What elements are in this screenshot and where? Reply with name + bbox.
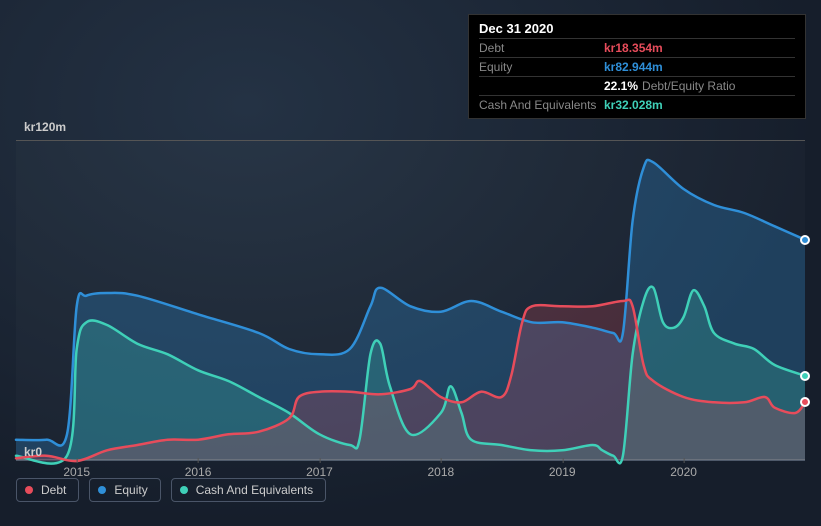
legend-label: Debt [41,483,66,497]
tooltip-row: Debtkr18.354m [479,38,795,57]
tooltip-row-value: kr32.028m [604,98,663,112]
tooltip-date: Dec 31 2020 [479,21,795,36]
legend-dot-icon [180,486,188,494]
tooltip-row: Cash And Equivalentskr32.028m [479,95,795,114]
tooltip-panel: Dec 31 2020 Debtkr18.354mEquitykr82.944m… [468,14,806,119]
tooltip-row-label: Equity [479,60,604,74]
tooltip-row: Equitykr82.944m [479,57,795,76]
tooltip-row-label [479,79,604,93]
x-tick-label: 2015 [63,465,90,479]
legend-label: Equity [114,483,147,497]
tooltip-row: 22.1% Debt/Equity Ratio [479,76,795,95]
x-tick-label: 2018 [427,465,454,479]
series-end-marker [800,235,810,245]
tooltip-row-value: kr18.354m [604,41,663,55]
plot-area[interactable] [16,140,805,460]
y-axis-max-label: kr120m [24,120,66,134]
x-tick-label: 2017 [306,465,333,479]
tooltip-row-extra: Debt/Equity Ratio [642,79,735,93]
tooltip-rows: Debtkr18.354mEquitykr82.944m22.1%Debt/Eq… [479,38,795,114]
x-tick-label: 2019 [549,465,576,479]
series-end-marker [800,397,810,407]
legend: Debt Equity Cash And Equivalents [16,478,326,502]
tooltip-row-value: kr82.944m [604,60,663,74]
legend-item-debt[interactable]: Debt [16,478,79,502]
legend-dot-icon [25,486,33,494]
legend-dot-icon [98,486,106,494]
legend-item-equity[interactable]: Equity [89,478,160,502]
chart-svg [16,141,805,461]
y-axis-min-label: kr0 [24,445,42,459]
x-tick-label: 2016 [185,465,212,479]
tooltip-row-label: Debt [479,41,604,55]
chart: kr120m kr0 2015 2016 2017 2018 2019 2020 [16,120,821,510]
series-end-marker [800,371,810,381]
x-tick-label: 2020 [670,465,697,479]
legend-item-cash-and-equivalents[interactable]: Cash And Equivalents [171,478,326,502]
legend-label: Cash And Equivalents [196,483,313,497]
tooltip-row-value: 22.1% [604,79,638,93]
tooltip-row-label: Cash And Equivalents [479,98,604,112]
